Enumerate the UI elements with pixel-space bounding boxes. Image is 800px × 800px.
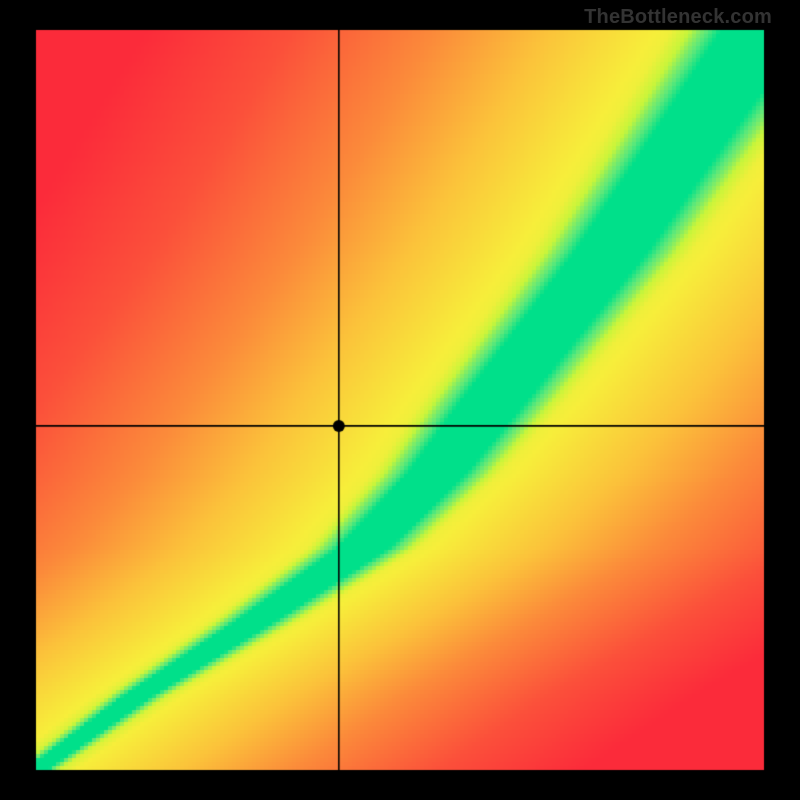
watermark-label: TheBottleneck.com [584, 6, 772, 29]
chart-frame: TheBottleneck.com [0, 0, 800, 800]
bottleneck-heatmap-canvas [0, 0, 800, 800]
